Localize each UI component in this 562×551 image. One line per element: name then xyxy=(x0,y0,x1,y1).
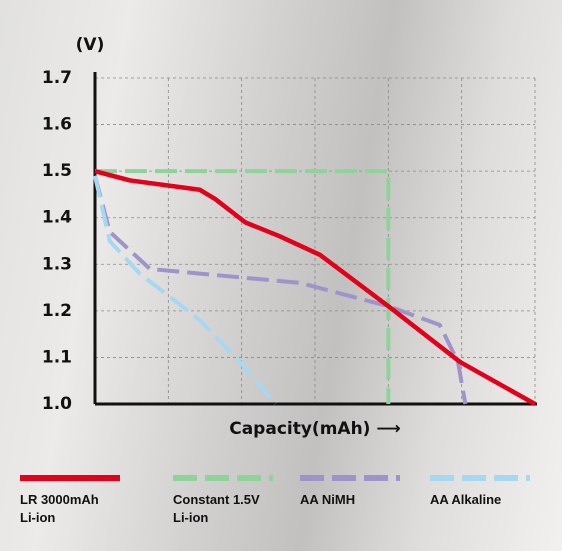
legend-label: LR 3000mAh Li-ion xyxy=(20,492,99,525)
y-tick-label: 1.0 xyxy=(42,394,72,414)
series-line xyxy=(95,169,391,404)
series-line xyxy=(93,175,468,405)
y-axis-label: (V) xyxy=(76,35,105,55)
y-tick-label: 1.4 xyxy=(42,208,72,228)
y-tick-label: 1.6 xyxy=(42,115,72,135)
legend-label: AA Alkaline xyxy=(430,492,502,507)
series-line xyxy=(94,168,537,406)
legend-swatch xyxy=(20,475,120,481)
legend-item: AA Alkaline xyxy=(430,475,550,509)
legend-swatch xyxy=(173,475,273,481)
y-tick-label: 1.1 xyxy=(42,347,72,367)
legend-swatch xyxy=(300,475,400,481)
x-axis-label: Capacity(mAh) ⟶ xyxy=(229,419,401,439)
legend-item: LR 3000mAh Li-ion xyxy=(20,475,140,527)
y-tick-label: 1.7 xyxy=(42,68,72,88)
legend-item: AA NiMH xyxy=(300,475,420,509)
legend-label: AA NiMH xyxy=(300,492,356,507)
y-tick-label: 1.5 xyxy=(42,161,72,181)
legend-swatch xyxy=(430,475,530,481)
legend-item: Constant 1.5V Li-ion xyxy=(173,475,293,527)
series-line xyxy=(93,175,277,406)
y-tick-label: 1.3 xyxy=(42,254,72,274)
legend-label: Constant 1.5V Li-ion xyxy=(173,492,260,525)
y-tick-label: 1.2 xyxy=(42,301,72,321)
